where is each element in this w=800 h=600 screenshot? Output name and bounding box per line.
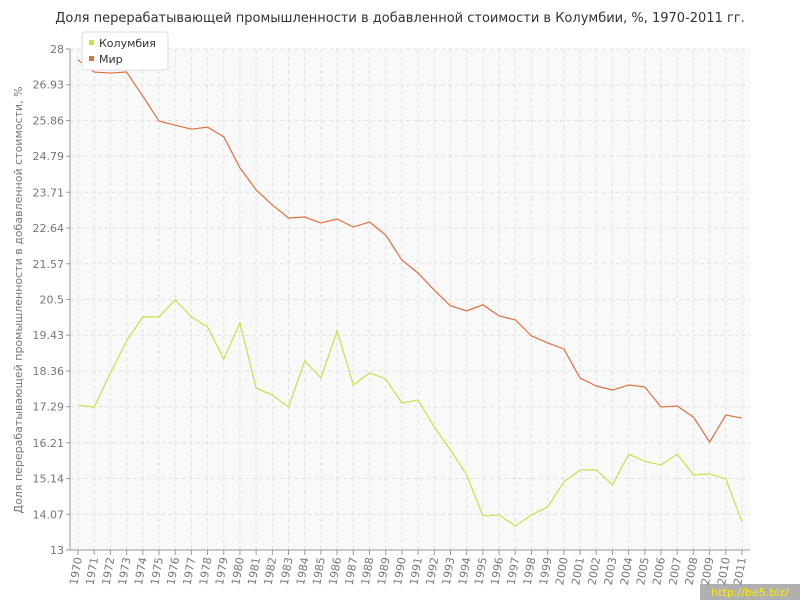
- x-tick-label: 1974: [132, 556, 150, 586]
- y-tick-label: 17.29: [33, 401, 65, 414]
- x-tick-label: 2011: [731, 556, 749, 586]
- x-tick-label: 1993: [440, 556, 458, 586]
- y-tick-label: 25.86: [33, 114, 65, 127]
- x-tick-label: 1975: [148, 556, 166, 586]
- y-tick-label: 19.43: [33, 329, 65, 342]
- series-line: [77, 59, 743, 444]
- y-tick-label: 14.07: [33, 508, 65, 521]
- y-tick-label: 22.64: [33, 222, 65, 235]
- x-tick-label: 2004: [618, 556, 636, 586]
- x-tick-label: 1987: [343, 556, 361, 586]
- x-tick-label: 1982: [262, 556, 280, 586]
- x-tick-label: 2007: [667, 556, 685, 586]
- x-tick-label: 1994: [456, 556, 474, 586]
- y-tick-label: 16.21: [33, 437, 65, 450]
- series-line: [77, 298, 743, 527]
- x-tick-label: 1998: [521, 556, 539, 586]
- legend-label: Колумбия: [99, 37, 156, 50]
- x-tick-label: 1989: [375, 556, 393, 586]
- x-tick-label: 2005: [634, 556, 652, 586]
- x-tick-label: 1972: [100, 556, 118, 586]
- x-tick-label: 1980: [229, 556, 247, 586]
- x-tick-label: 1981: [245, 556, 263, 586]
- watermark: http://be5.biz/: [711, 586, 789, 599]
- x-tick-label: 2001: [569, 556, 587, 586]
- x-tick-label: 1992: [424, 556, 442, 586]
- y-tick-label: 13: [50, 544, 64, 557]
- x-tick-label: 1990: [391, 556, 409, 586]
- x-tick-label: 2002: [586, 556, 604, 586]
- x-tick-label: 1986: [326, 556, 344, 586]
- x-tick-label: 1996: [488, 556, 506, 586]
- x-tick-label: 1977: [181, 556, 199, 586]
- y-tick-label: 20.5: [40, 294, 65, 307]
- x-tick-label: 1999: [537, 556, 555, 586]
- x-tick-label: 1973: [116, 556, 134, 586]
- x-tick-label: 1976: [164, 556, 182, 586]
- x-tick-label: 1988: [359, 556, 377, 586]
- x-tick-label: 2000: [553, 556, 571, 586]
- x-tick-label: 1997: [505, 556, 523, 586]
- y-tick-label: 28: [50, 43, 64, 56]
- legend-swatch: [89, 40, 94, 45]
- x-tick-label: 2008: [683, 556, 701, 586]
- x-tick-label: 2006: [650, 556, 668, 586]
- x-tick-label: 1979: [213, 556, 231, 586]
- legend: Колумбия Мир: [81, 31, 169, 71]
- x-tick-label: 1995: [472, 556, 490, 586]
- y-tick-label: 18.36: [33, 365, 65, 378]
- x-tick-label: 1983: [278, 556, 296, 586]
- x-tick-label: 1985: [310, 556, 328, 586]
- y-tick-label: 15.14: [33, 473, 65, 486]
- x-tick-label: 1970: [67, 556, 85, 586]
- x-tick-label: 1971: [83, 556, 101, 586]
- watermark-bg: [700, 584, 800, 600]
- x-tick-label: 2009: [699, 556, 717, 586]
- x-tick-label: 1984: [294, 556, 312, 586]
- y-tick-label: 23.71: [33, 186, 65, 199]
- chart-title: Доля перерабатывающей промышленности в д…: [55, 11, 745, 26]
- x-tick-label: 2003: [602, 556, 620, 586]
- y-axis-label: Доля перерабатывающей промышленности в д…: [12, 86, 25, 513]
- x-tick-label: 1978: [197, 556, 215, 586]
- legend-label: Мир: [99, 53, 123, 66]
- y-tick-label: 21.57: [33, 258, 65, 271]
- y-tick-label: 26.93: [33, 79, 65, 92]
- x-tick-label: 2010: [715, 556, 733, 586]
- legend-box: [81, 31, 169, 71]
- legend-swatch: [89, 56, 94, 61]
- x-tick-label: 1991: [407, 556, 425, 586]
- y-tick-label: 24.79: [33, 150, 65, 163]
